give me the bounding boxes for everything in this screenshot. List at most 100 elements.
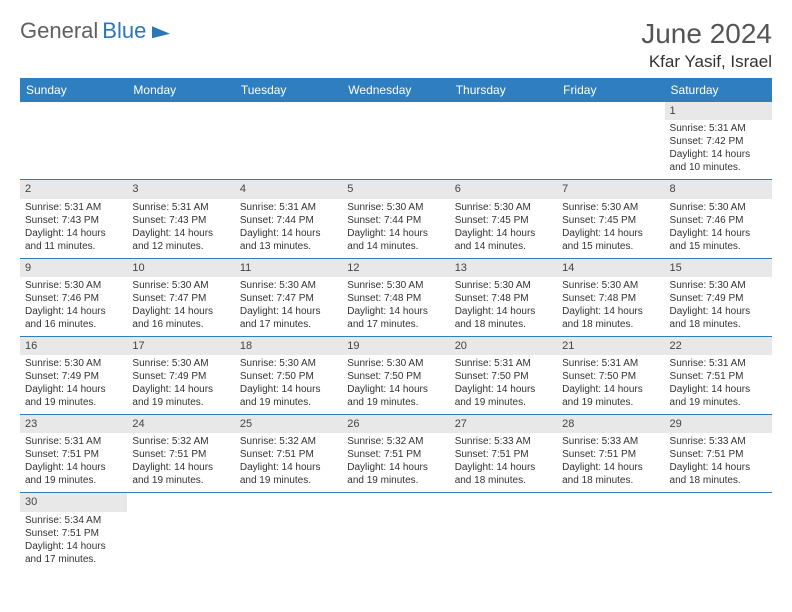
day-number: 15 xyxy=(665,259,772,277)
calendar-day: 21Sunrise: 5:31 AMSunset: 7:50 PMDayligh… xyxy=(557,336,664,414)
header: GeneralBlue June 2024 Kfar Yasif, Israel xyxy=(20,18,772,72)
logo-sail-icon xyxy=(152,24,170,39)
calendar-week: 9Sunrise: 5:30 AMSunset: 7:46 PMDaylight… xyxy=(20,258,772,336)
day-number: 13 xyxy=(450,259,557,277)
calendar-day: 28Sunrise: 5:33 AMSunset: 7:51 PMDayligh… xyxy=(557,415,664,493)
calendar-day: 12 Sunrise: 5:30 AMSunset: 7:48 PMDayligh… xyxy=(342,258,449,336)
calendar-day: 11Sunrise: 5:30 AMSunset: 7:47 PMDayligh… xyxy=(235,258,342,336)
sunset-text: Sunset: 7:49 PM xyxy=(670,292,767,305)
daylight-text: Daylight: 14 hours and 19 minutes. xyxy=(25,383,122,409)
calendar-day: 25Sunrise: 5:32 AMSunset: 7:51 PMDayligh… xyxy=(235,415,342,493)
sunset-text: Sunset: 7:51 PM xyxy=(132,448,229,461)
daylight-text: Daylight: 14 hours and 11 minutes. xyxy=(25,227,122,253)
calendar-empty xyxy=(342,493,449,571)
day-number: 4 xyxy=(235,180,342,198)
daylight-text: Daylight: 14 hours and 19 minutes. xyxy=(347,461,444,487)
sunrise-text: Sunrise: 5:30 AM xyxy=(240,279,337,292)
sunset-text: Sunset: 7:45 PM xyxy=(455,214,552,227)
sunset-text: Sunset: 7:44 PM xyxy=(347,214,444,227)
day-header: Friday xyxy=(557,78,664,102)
daylight-text: Daylight: 14 hours and 12 minutes. xyxy=(132,227,229,253)
sunset-text: Sunset: 7:50 PM xyxy=(562,370,659,383)
calendar-week: 16Sunrise: 5:30 AMSunset: 7:49 PMDayligh… xyxy=(20,336,772,414)
calendar-day: 17Sunrise: 5:30 AMSunset: 7:49 PMDayligh… xyxy=(127,336,234,414)
sunrise-text: Sunrise: 5:31 AM xyxy=(455,357,552,370)
calendar-empty xyxy=(342,102,449,180)
location-label: Kfar Yasif, Israel xyxy=(641,52,772,72)
sunrise-text: Sunrise: 5:30 AM xyxy=(347,279,444,292)
calendar-table: SundayMondayTuesdayWednesdayThursdayFrid… xyxy=(20,78,772,571)
calendar-day: 29Sunrise: 5:33 AMSunset: 7:51 PMDayligh… xyxy=(665,415,772,493)
sunrise-text: Sunrise: 5:30 AM xyxy=(347,201,444,214)
calendar-day: 15 Sunrise: 5:30 AMSunset: 7:49 PMDayligh… xyxy=(665,258,772,336)
calendar-empty xyxy=(450,493,557,571)
sunrise-text: Sunrise: 5:31 AM xyxy=(25,201,122,214)
calendar-day: 13Sunrise: 5:30 AMSunset: 7:48 PMDayligh… xyxy=(450,258,557,336)
calendar-day: 7Sunrise: 5:30 AMSunset: 7:45 PMDaylight… xyxy=(557,180,664,258)
daylight-text: Daylight: 14 hours and 19 minutes. xyxy=(25,461,122,487)
sunrise-text: Sunrise: 5:31 AM xyxy=(670,357,767,370)
daylight-text: Daylight: 14 hours and 17 minutes. xyxy=(347,305,444,331)
day-number: 20 xyxy=(450,337,557,355)
sunset-text: Sunset: 7:46 PM xyxy=(25,292,122,305)
calendar-day: 26Sunrise: 5:32 AMSunset: 7:51 PMDayligh… xyxy=(342,415,449,493)
day-number: 7 xyxy=(557,180,664,198)
day-number: 16 xyxy=(20,337,127,355)
daylight-text: Daylight: 14 hours and 19 minutes. xyxy=(455,383,552,409)
sunrise-text: Sunrise: 5:33 AM xyxy=(670,435,767,448)
daylight-text: Daylight: 14 hours and 19 minutes. xyxy=(240,383,337,409)
sunset-text: Sunset: 7:50 PM xyxy=(240,370,337,383)
calendar-week: 30Sunrise: 5:34 AMSunset: 7:51 PMDayligh… xyxy=(20,493,772,571)
calendar-week: 2Sunrise: 5:31 AMSunset: 7:43 PMDaylight… xyxy=(20,180,772,258)
sunset-text: Sunset: 7:51 PM xyxy=(562,448,659,461)
daylight-text: Daylight: 14 hours and 18 minutes. xyxy=(562,305,659,331)
sunrise-text: Sunrise: 5:31 AM xyxy=(562,357,659,370)
calendar-day: 14Sunrise: 5:30 AMSunset: 7:48 PMDayligh… xyxy=(557,258,664,336)
day-number: 14 xyxy=(557,259,664,277)
sunset-text: Sunset: 7:48 PM xyxy=(347,292,444,305)
day-number: 11 xyxy=(235,259,342,277)
sunset-text: Sunset: 7:51 PM xyxy=(347,448,444,461)
sunrise-text: Sunrise: 5:30 AM xyxy=(132,279,229,292)
calendar-empty xyxy=(127,493,234,571)
calendar-day: 23Sunrise: 5:31 AMSunset: 7:51 PMDayligh… xyxy=(20,415,127,493)
sunrise-text: Sunrise: 5:30 AM xyxy=(132,357,229,370)
sunrise-text: Sunrise: 5:30 AM xyxy=(25,279,122,292)
day-number: 8 xyxy=(665,180,772,198)
day-number: 19 xyxy=(342,337,449,355)
daylight-text: Daylight: 14 hours and 19 minutes. xyxy=(347,383,444,409)
sunset-text: Sunset: 7:48 PM xyxy=(455,292,552,305)
sunrise-text: Sunrise: 5:32 AM xyxy=(240,435,337,448)
sunrise-text: Sunrise: 5:30 AM xyxy=(670,279,767,292)
calendar-empty xyxy=(450,102,557,180)
sunset-text: Sunset: 7:45 PM xyxy=(562,214,659,227)
daylight-text: Daylight: 14 hours and 14 minutes. xyxy=(455,227,552,253)
sunrise-text: Sunrise: 5:30 AM xyxy=(670,201,767,214)
day-header: Saturday xyxy=(665,78,772,102)
daylight-text: Daylight: 14 hours and 15 minutes. xyxy=(670,227,767,253)
sunset-text: Sunset: 7:51 PM xyxy=(670,448,767,461)
calendar-day: 20Sunrise: 5:31 AMSunset: 7:50 PMDayligh… xyxy=(450,336,557,414)
calendar-week: 23Sunrise: 5:31 AMSunset: 7:51 PMDayligh… xyxy=(20,415,772,493)
calendar-empty xyxy=(235,102,342,180)
calendar-empty xyxy=(557,493,664,571)
day-number: 6 xyxy=(450,180,557,198)
calendar-day: 30Sunrise: 5:34 AMSunset: 7:51 PMDayligh… xyxy=(20,493,127,571)
daylight-text: Daylight: 14 hours and 18 minutes. xyxy=(670,305,767,331)
day-header: Thursday xyxy=(450,78,557,102)
calendar-week: 1Sunrise: 5:31 AMSunset: 7:42 PMDaylight… xyxy=(20,102,772,180)
logo-text-general: General xyxy=(20,18,98,44)
sunset-text: Sunset: 7:51 PM xyxy=(670,370,767,383)
sunrise-text: Sunrise: 5:31 AM xyxy=(670,122,767,135)
calendar-day: 5Sunrise: 5:30 AMSunset: 7:44 PMDaylight… xyxy=(342,180,449,258)
month-title: June 2024 xyxy=(641,18,772,50)
calendar-day: 4Sunrise: 5:31 AMSunset: 7:44 PMDaylight… xyxy=(235,180,342,258)
calendar-day: 8Sunrise: 5:30 AMSunset: 7:46 PMDaylight… xyxy=(665,180,772,258)
sunrise-text: Sunrise: 5:30 AM xyxy=(347,357,444,370)
title-block: June 2024 Kfar Yasif, Israel xyxy=(641,18,772,72)
day-number: 12 xyxy=(342,259,449,277)
sunrise-text: Sunrise: 5:30 AM xyxy=(562,201,659,214)
sunrise-text: Sunrise: 5:32 AM xyxy=(347,435,444,448)
day-number: 30 xyxy=(20,493,127,511)
sunset-text: Sunset: 7:49 PM xyxy=(132,370,229,383)
